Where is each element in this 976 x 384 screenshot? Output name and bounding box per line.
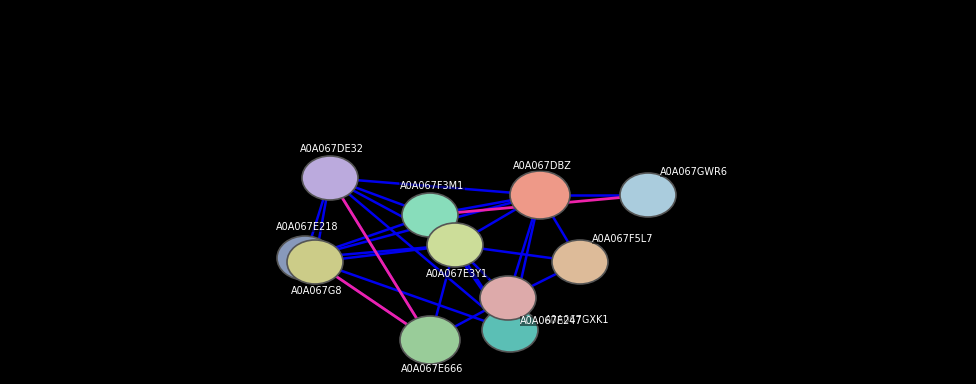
Ellipse shape <box>480 276 536 320</box>
Text: A0A067F5L7: A0A067F5L7 <box>592 234 654 244</box>
Ellipse shape <box>402 193 458 237</box>
Text: A0A067GXK1: A0A067GXK1 <box>545 315 609 325</box>
Text: A0A067DBZ: A0A067DBZ <box>512 161 571 171</box>
Text: A0A067E247: A0A067E247 <box>520 316 583 326</box>
Ellipse shape <box>400 316 460 364</box>
Text: A0A067F3M1: A0A067F3M1 <box>400 181 465 191</box>
Ellipse shape <box>510 171 570 219</box>
Ellipse shape <box>277 236 333 280</box>
Text: A0A067E3Y1: A0A067E3Y1 <box>426 269 488 279</box>
Text: A0A067E666: A0A067E666 <box>401 364 464 374</box>
Ellipse shape <box>620 173 676 217</box>
Ellipse shape <box>427 223 483 267</box>
Ellipse shape <box>482 308 538 352</box>
Text: A0A067G8: A0A067G8 <box>291 286 343 296</box>
Ellipse shape <box>552 240 608 284</box>
Ellipse shape <box>287 240 343 284</box>
Text: A0A067DE32: A0A067DE32 <box>300 144 364 154</box>
Ellipse shape <box>302 156 358 200</box>
Text: A0A067GWR6: A0A067GWR6 <box>660 167 728 177</box>
Text: A0A067E218: A0A067E218 <box>276 222 339 232</box>
